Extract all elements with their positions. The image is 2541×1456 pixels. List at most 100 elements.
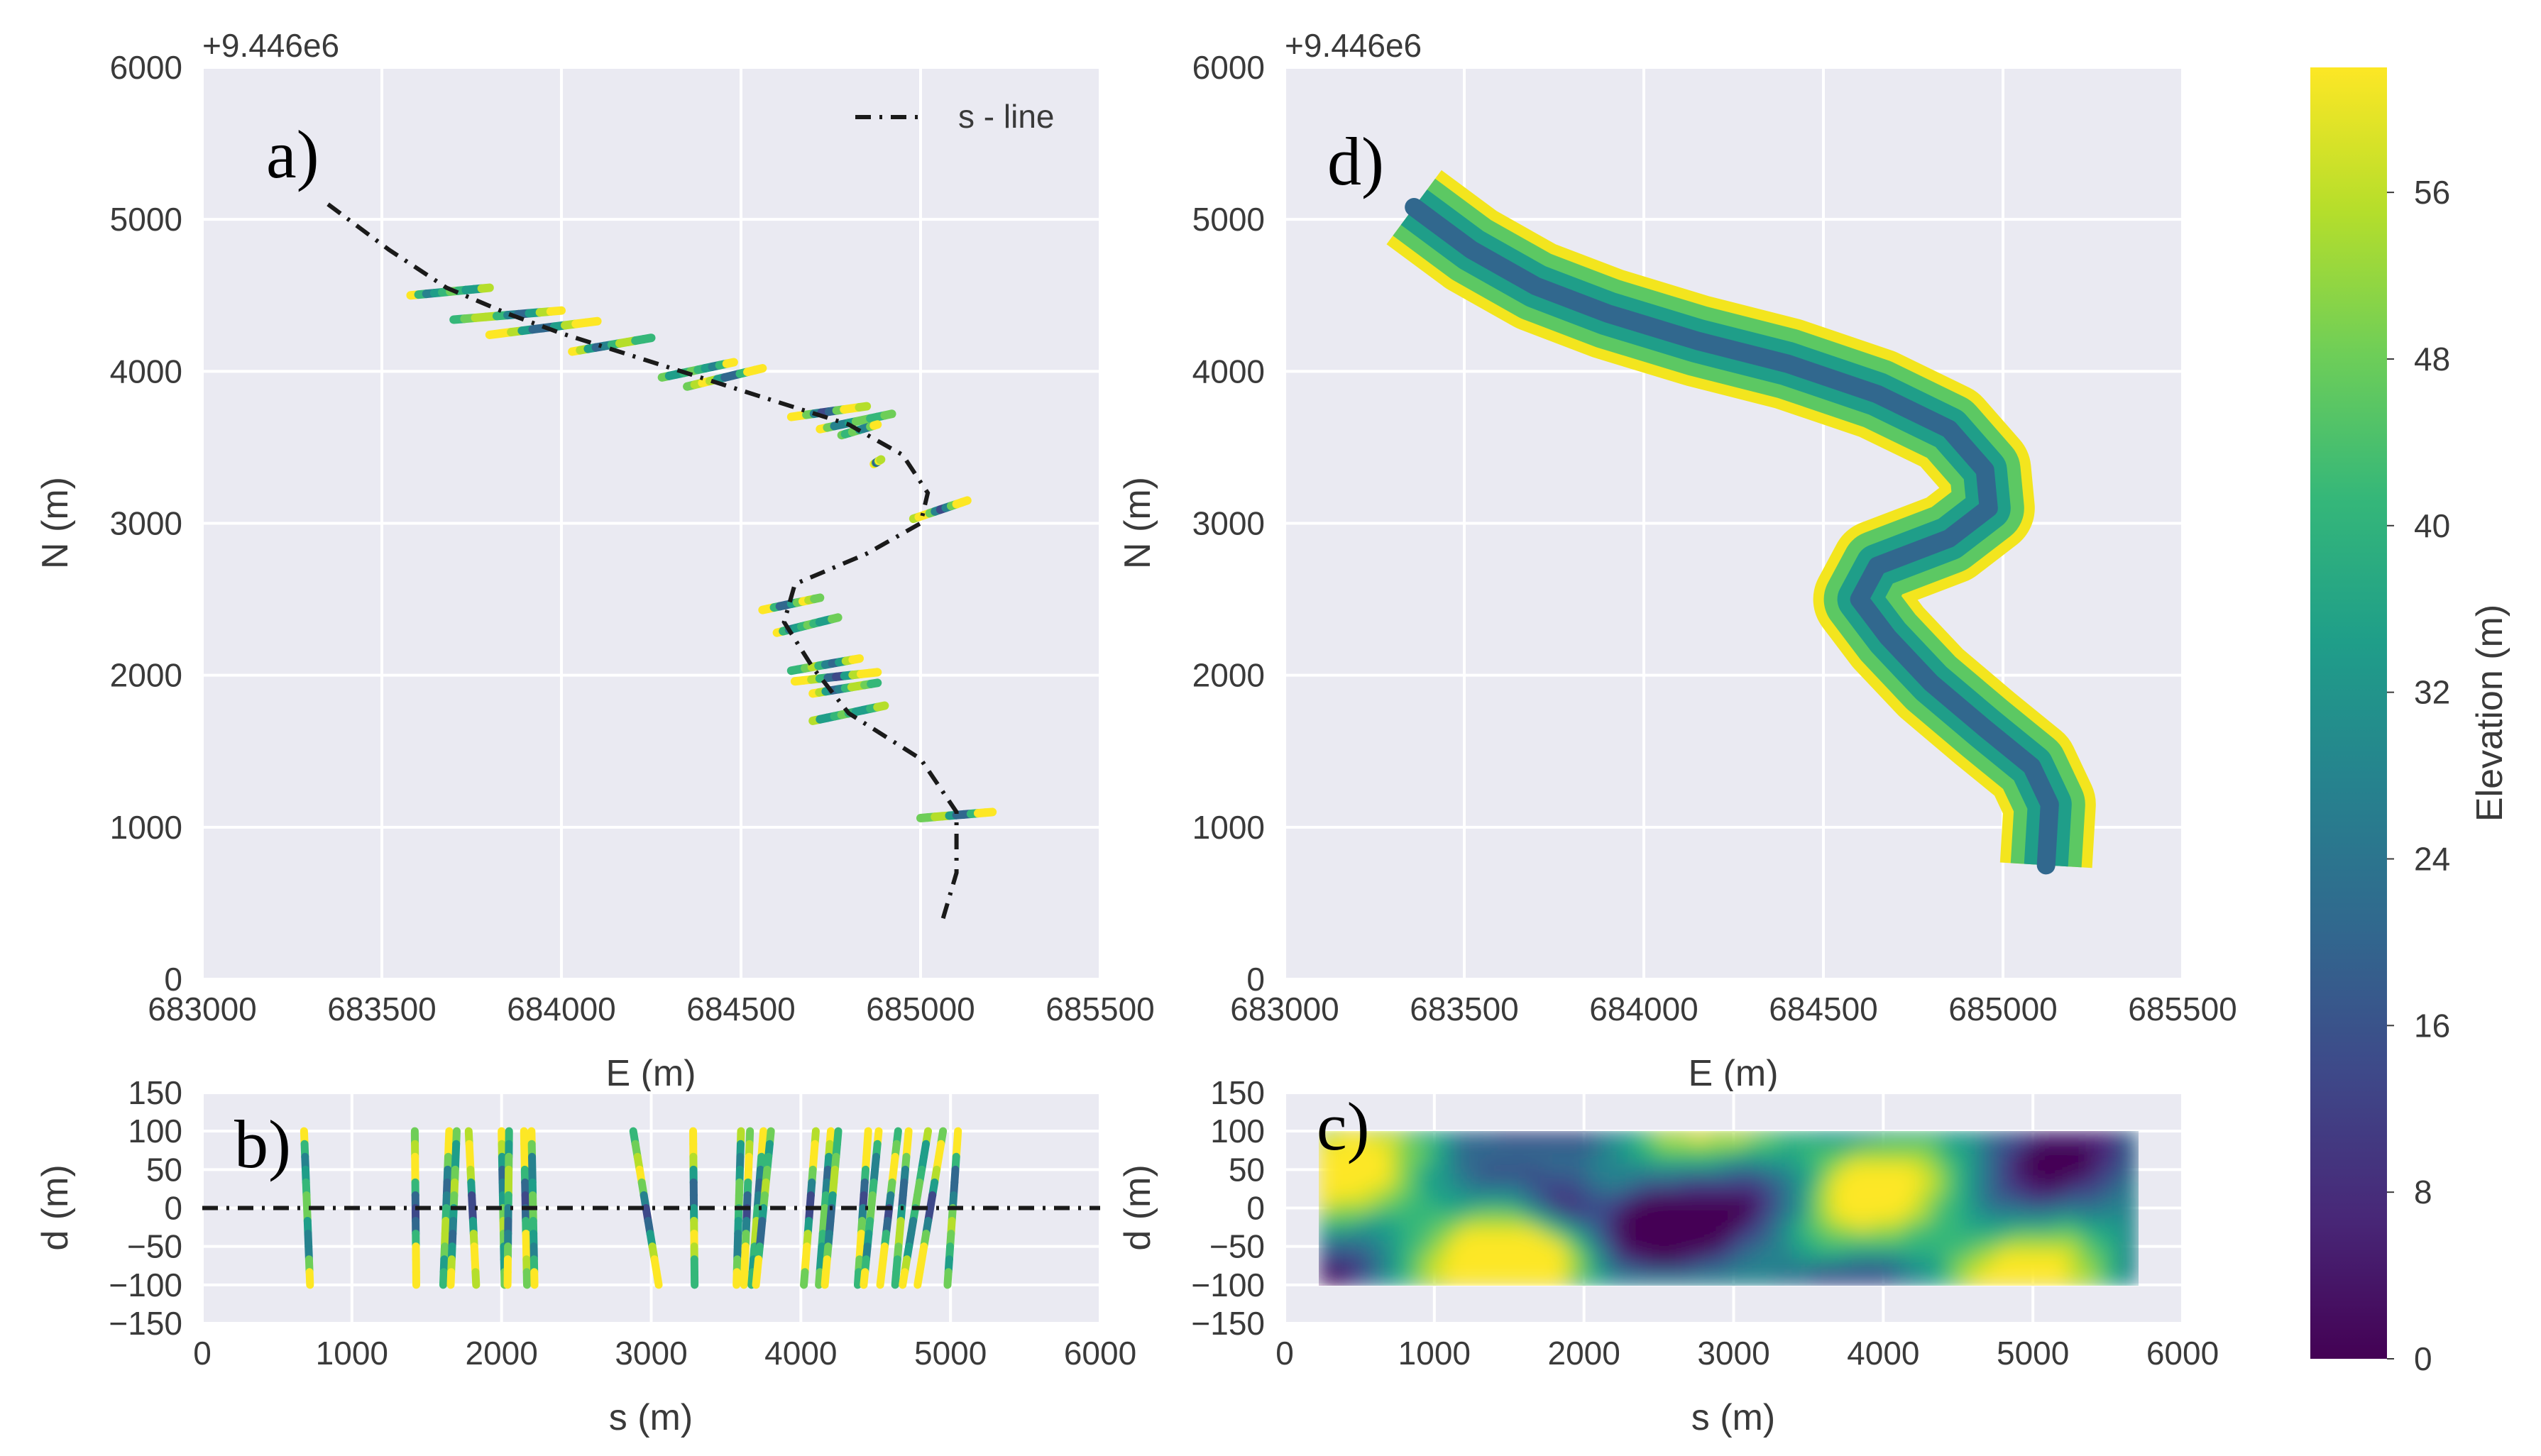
elevation-cell <box>1518 1153 1531 1165</box>
transect-b <box>747 1127 768 1289</box>
elevation-cell <box>2056 1240 2068 1253</box>
elevation-cell <box>2090 1208 2104 1220</box>
elevation-cell <box>1389 1131 1402 1143</box>
elevation-cell <box>1530 1131 1542 1143</box>
transect-segment <box>828 613 843 624</box>
elevation-cell <box>1927 1131 1940 1143</box>
elevation-cell <box>1763 1164 1777 1176</box>
panel-a-label: a) <box>266 116 319 192</box>
elevation-cell <box>1997 1208 2010 1220</box>
elevation-cell <box>1740 1240 1753 1253</box>
elevation-cell <box>1740 1218 1753 1231</box>
elevation-cell <box>1681 1240 1694 1253</box>
elevation-cell <box>1938 1197 1952 1209</box>
elevation-cell <box>1833 1164 1846 1176</box>
elevation-cell <box>2079 1230 2092 1242</box>
elevation-cell <box>1635 1164 1647 1176</box>
elevation-cell <box>2043 1197 2057 1209</box>
elevation-cell <box>1506 1186 1519 1198</box>
transect-a <box>772 613 843 637</box>
elevation-cell <box>1330 1186 1344 1198</box>
elevation-cell <box>1366 1131 1378 1143</box>
elevation-cell <box>1880 1230 1893 1242</box>
elevation-cell <box>1611 1230 1624 1242</box>
elevation-cell <box>1787 1153 1799 1165</box>
elevation-cell <box>1798 1153 1811 1165</box>
elevation-cell <box>1693 1164 1706 1176</box>
elevation-cell <box>1471 1240 1484 1253</box>
elevation-cell <box>1330 1131 1344 1143</box>
elevation-cell <box>1868 1252 1882 1264</box>
elevation-cell <box>1821 1252 1835 1264</box>
elevation-cell <box>1821 1240 1835 1253</box>
elevation-cell <box>1412 1274 1425 1286</box>
panel-b-transects <box>300 1127 962 1289</box>
elevation-cell <box>1763 1131 1777 1143</box>
elevation-cell <box>1552 1153 1566 1165</box>
elevation-cell <box>2067 1208 2080 1220</box>
elevation-cell <box>1938 1262 1952 1275</box>
elevation-cell <box>1576 1131 1589 1143</box>
elevation-cell <box>1927 1208 1940 1220</box>
elevation-cell <box>1950 1131 1963 1143</box>
elevation-cell <box>1669 1262 1683 1275</box>
elevation-cell <box>1752 1142 1765 1154</box>
panel-c-label: c) <box>1317 1088 1370 1164</box>
ytick-label: 5000 <box>1192 201 1265 238</box>
elevation-cell <box>1740 1208 1753 1220</box>
elevation-cell <box>1599 1262 1613 1275</box>
elevation-cell <box>1518 1230 1531 1242</box>
elevation-cell <box>2020 1274 2034 1286</box>
elevation-cell <box>1728 1252 1741 1264</box>
elevation-cell <box>1599 1153 1613 1165</box>
elevation-cell <box>1962 1175 1975 1187</box>
elevation-cell <box>1330 1262 1344 1275</box>
elevation-cell <box>1412 1230 1425 1242</box>
elevation-cell <box>1752 1240 1765 1253</box>
elevation-cell <box>2102 1262 2115 1275</box>
elevation-cell <box>2043 1218 2057 1231</box>
elevation-cell <box>1950 1230 1963 1242</box>
elevation-cell <box>2114 1274 2127 1286</box>
elevation-cell <box>1997 1186 2010 1198</box>
elevation-cell <box>1518 1240 1531 1253</box>
elevation-cell <box>2032 1131 2045 1143</box>
elevation-cell <box>1997 1197 2010 1209</box>
transect-segment <box>891 1268 901 1289</box>
elevation-cell <box>2126 1230 2139 1242</box>
elevation-cell <box>1997 1218 2010 1231</box>
ytick-label: 2000 <box>1192 657 1265 694</box>
transect-a <box>786 654 864 675</box>
elevation-cell <box>2043 1131 2057 1143</box>
elevation-cell <box>1821 1164 1835 1176</box>
elevation-cell <box>1447 1142 1461 1154</box>
elevation-cell <box>1389 1218 1402 1231</box>
elevation-cell <box>1669 1240 1683 1253</box>
elevation-cell <box>1752 1175 1765 1187</box>
elevation-cell <box>1400 1262 1414 1275</box>
elevation-cell <box>1763 1208 1777 1220</box>
elevation-cell <box>1412 1142 1425 1154</box>
elevation-cell <box>1366 1197 1378 1209</box>
elevation-cell <box>1611 1164 1624 1176</box>
elevation-cell <box>1915 1142 1928 1154</box>
elevation-cell <box>2079 1164 2092 1176</box>
elevation-cell <box>1892 1218 1905 1231</box>
xtick-label: 4000 <box>764 1335 837 1372</box>
transect-b <box>732 1127 745 1289</box>
panel-d-ylabel: N (m) <box>1117 477 1158 569</box>
elevation-cell <box>1518 1218 1531 1231</box>
elevation-cell <box>1412 1208 1425 1220</box>
elevation-cell <box>2009 1240 2021 1253</box>
elevation-cell <box>2009 1218 2021 1231</box>
elevation-cell <box>1938 1164 1952 1176</box>
elevation-cell <box>1904 1131 1916 1143</box>
elevation-cell <box>1635 1274 1647 1286</box>
elevation-cell <box>1904 1218 1916 1231</box>
elevation-cell <box>1635 1252 1647 1264</box>
elevation-cell <box>1904 1175 1916 1187</box>
panel-b-ylabel: d (m) <box>35 1164 76 1250</box>
elevation-cell <box>1389 1240 1402 1253</box>
ytick-label: 4000 <box>110 353 182 390</box>
elevation-cell <box>1564 1252 1577 1264</box>
